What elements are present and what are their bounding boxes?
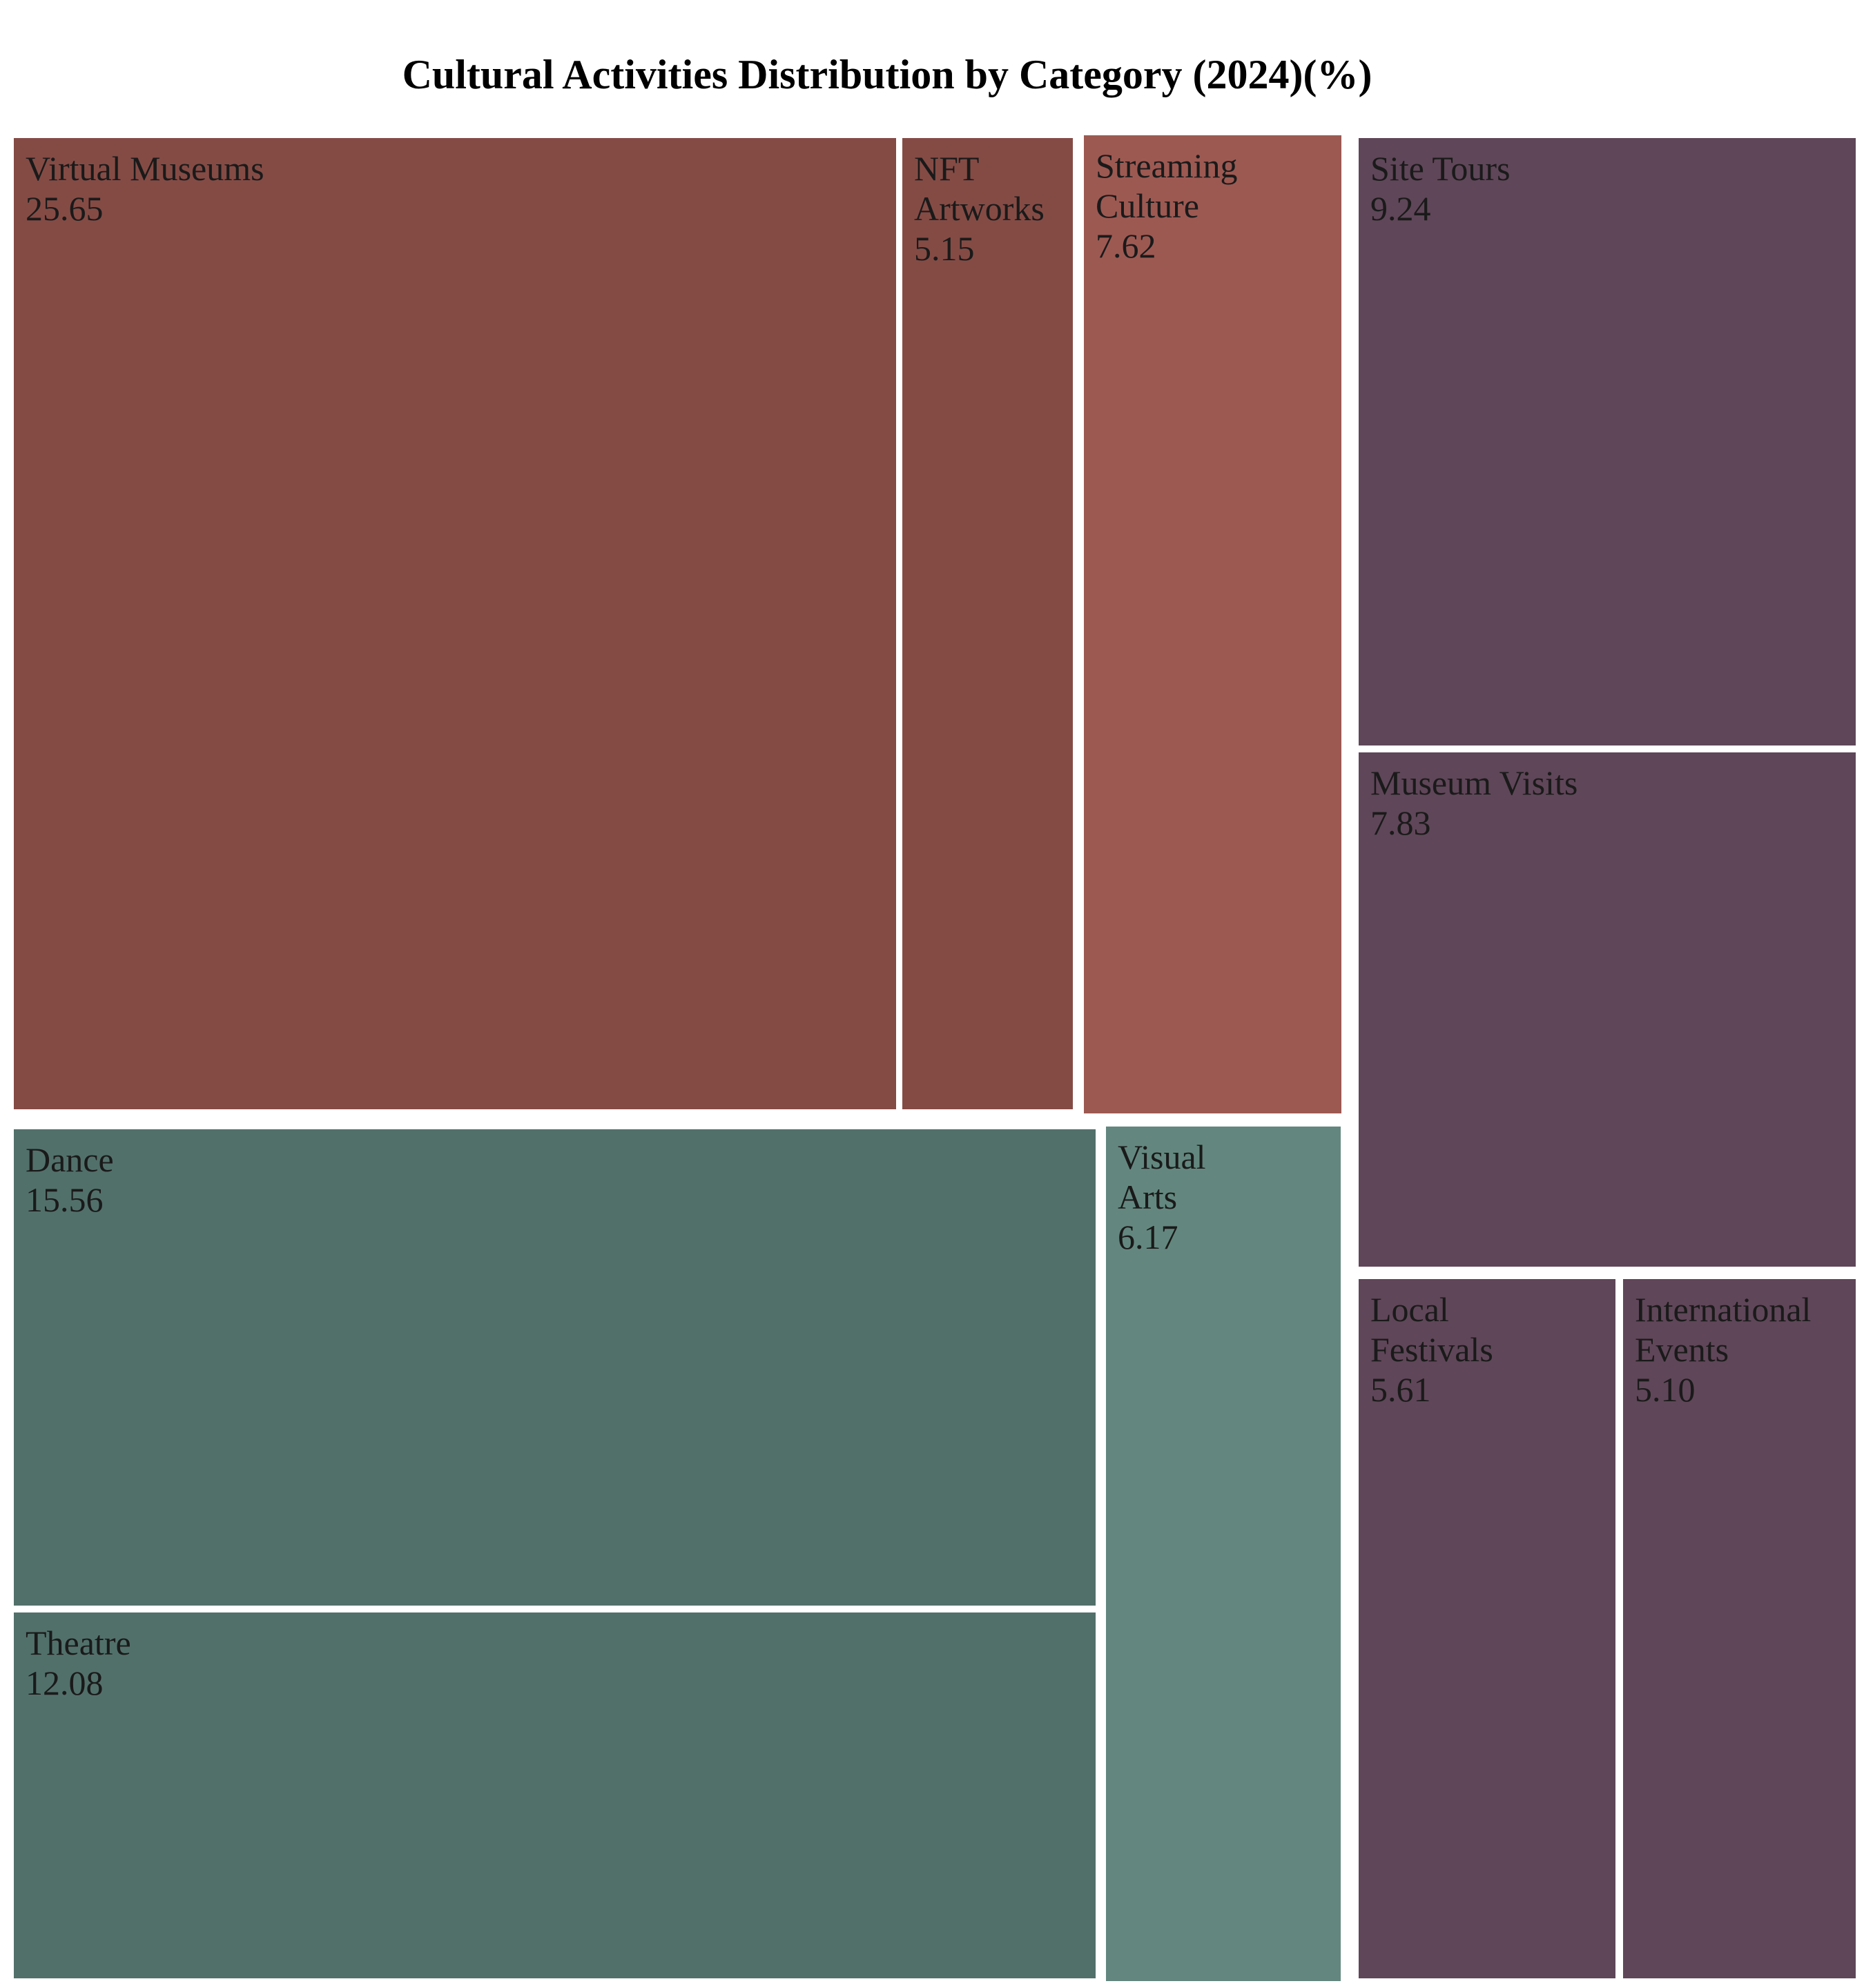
cell-label-visual-arts: Visual: [1118, 1138, 1206, 1176]
cell-label-dance: Dance: [26, 1140, 114, 1179]
cell-label-nft-artworks: NFT: [914, 149, 979, 188]
treemap-rect-streaming-culture: [1084, 135, 1341, 1113]
cell-label-local-festivals: Local: [1370, 1290, 1449, 1329]
treemap-rect-local-festivals: [1359, 1279, 1615, 1978]
treemap-rect-visual-arts: [1106, 1127, 1341, 1981]
cell-label-streaming-culture: Culture: [1096, 186, 1199, 225]
treemap-rect-site-tours: [1359, 138, 1856, 746]
cell-label-virtual-museums: Virtual Museums: [26, 149, 264, 188]
cell-value-site-tours: 9.24: [1370, 189, 1431, 228]
cell-label-theatre: Theatre: [26, 1624, 131, 1662]
cell-label-international-events: International: [1635, 1290, 1811, 1329]
cell-value-nft-artworks: 5.15: [914, 229, 975, 268]
chart-title: Cultural Activities Distribution by Cate…: [402, 52, 1372, 97]
treemap-rect-dance: [14, 1129, 1096, 1606]
cell-label-nft-artworks: Artworks: [914, 189, 1045, 228]
cell-value-streaming-culture: 7.62: [1096, 226, 1156, 265]
cell-value-museum-visits: 7.83: [1370, 803, 1431, 842]
cell-label-international-events: Events: [1635, 1330, 1729, 1369]
cell-label-site-tours: Site Tours: [1370, 149, 1511, 188]
cell-label-museum-visits: Museum Visits: [1370, 763, 1577, 802]
cell-value-virtual-museums: 25.65: [26, 189, 104, 228]
treemap-cells: Virtual Museums25.65NFTArtworks5.15Strea…: [14, 135, 1856, 1981]
cell-label-streaming-culture: Streaming: [1096, 146, 1238, 185]
cell-value-local-festivals: 5.61: [1370, 1370, 1431, 1409]
cell-value-theatre: 12.08: [26, 1664, 104, 1702]
treemap-rect-museum-visits: [1359, 752, 1856, 1267]
treemap-rect-nft-artworks: [902, 138, 1073, 1109]
cell-value-visual-arts: 6.17: [1118, 1218, 1178, 1256]
cell-value-international-events: 5.10: [1635, 1370, 1696, 1409]
treemap-rect-theatre: [14, 1612, 1096, 1978]
cell-label-visual-arts: Arts: [1118, 1178, 1177, 1216]
cell-label-local-festivals: Festivals: [1370, 1330, 1493, 1369]
cell-value-dance: 15.56: [26, 1180, 104, 1219]
treemap-rect-virtual-museums: [14, 138, 896, 1109]
treemap-rect-international-events: [1623, 1279, 1856, 1978]
